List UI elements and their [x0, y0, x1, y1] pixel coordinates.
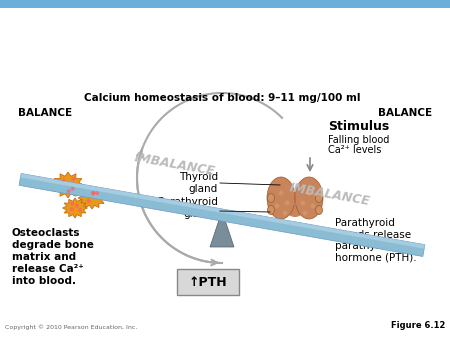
Text: Figure 6.12: Figure 6.12 — [391, 321, 445, 330]
FancyBboxPatch shape — [177, 269, 239, 295]
Ellipse shape — [315, 206, 323, 215]
Text: Stimulus: Stimulus — [328, 120, 389, 133]
Circle shape — [94, 197, 98, 201]
Circle shape — [72, 203, 76, 207]
Ellipse shape — [295, 177, 323, 219]
Ellipse shape — [267, 206, 274, 215]
Text: degrade bone: degrade bone — [12, 240, 94, 250]
Circle shape — [301, 200, 306, 206]
Ellipse shape — [267, 177, 295, 219]
Polygon shape — [63, 198, 87, 218]
Circle shape — [76, 208, 80, 212]
Circle shape — [90, 201, 94, 205]
Text: Parathyroid
glands: Parathyroid glands — [158, 197, 218, 219]
Circle shape — [62, 189, 66, 193]
Text: Ca²⁺ levels: Ca²⁺ levels — [328, 145, 382, 155]
Circle shape — [274, 203, 279, 209]
Polygon shape — [78, 187, 106, 209]
Text: IMBALANCE: IMBALANCE — [288, 182, 372, 209]
Circle shape — [76, 211, 80, 215]
Polygon shape — [19, 173, 425, 257]
Text: BALANCE: BALANCE — [18, 108, 72, 118]
Ellipse shape — [287, 205, 303, 217]
Circle shape — [283, 211, 288, 216]
Text: Thyroid
gland: Thyroid gland — [179, 172, 218, 194]
Circle shape — [71, 211, 75, 215]
Circle shape — [92, 196, 96, 200]
Circle shape — [306, 191, 311, 195]
Polygon shape — [210, 211, 234, 247]
Ellipse shape — [315, 193, 323, 202]
Ellipse shape — [267, 193, 274, 202]
Circle shape — [63, 183, 67, 187]
Text: matrix and: matrix and — [12, 252, 76, 262]
Circle shape — [93, 192, 97, 196]
Text: IMBALANCE: IMBALANCE — [134, 151, 216, 178]
Text: Falling blood: Falling blood — [328, 135, 389, 145]
Text: Copyright © 2010 Pearson Education, Inc.: Copyright © 2010 Pearson Education, Inc. — [5, 324, 137, 330]
Text: BALANCE: BALANCE — [378, 108, 432, 118]
Text: Osteoclasts: Osteoclasts — [12, 228, 81, 238]
Circle shape — [284, 200, 289, 206]
Text: Calcium homeostasis of blood: 9–11 mg/100 ml: Calcium homeostasis of blood: 9–11 mg/10… — [84, 93, 360, 103]
Circle shape — [64, 182, 68, 186]
Circle shape — [302, 211, 307, 216]
Circle shape — [310, 203, 315, 209]
Text: release Ca²⁺: release Ca²⁺ — [12, 264, 84, 274]
Polygon shape — [0, 0, 450, 8]
Circle shape — [61, 179, 65, 184]
Polygon shape — [20, 173, 425, 249]
Circle shape — [279, 191, 284, 195]
Text: ↑PTH: ↑PTH — [189, 275, 227, 289]
Text: Parathyroid
glands release
parathyroid
hormone (PTH).: Parathyroid glands release parathyroid h… — [335, 218, 417, 263]
Polygon shape — [52, 172, 84, 198]
Text: into blood.: into blood. — [12, 276, 76, 286]
